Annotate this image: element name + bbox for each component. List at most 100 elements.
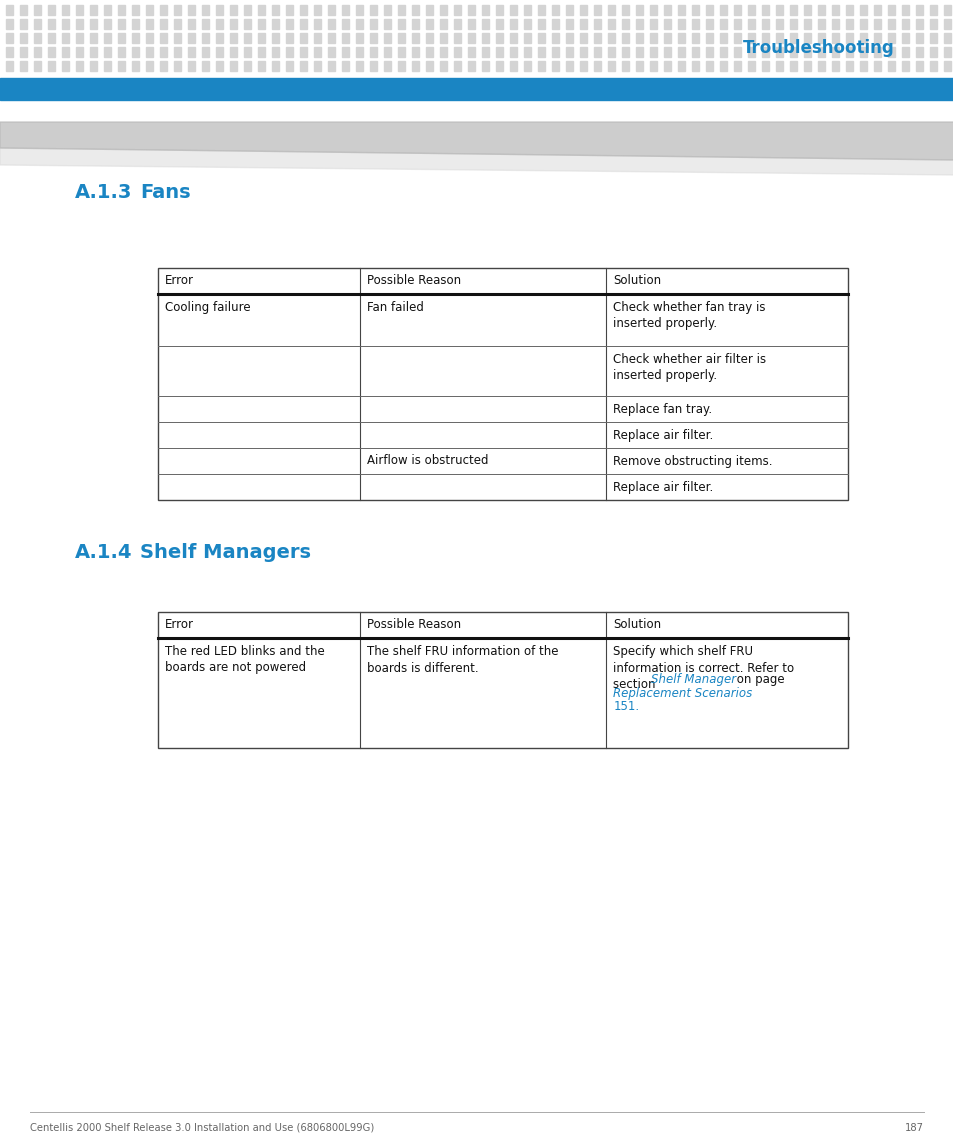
Bar	[845, 19, 852, 29]
Bar	[230, 47, 236, 57]
Bar	[62, 47, 69, 57]
Bar	[594, 61, 600, 71]
Bar	[341, 61, 349, 71]
Bar	[6, 33, 13, 44]
Bar	[370, 19, 376, 29]
Bar	[636, 19, 642, 29]
Bar	[873, 19, 880, 29]
Bar	[817, 5, 824, 15]
Bar	[90, 61, 97, 71]
Bar	[901, 47, 908, 57]
Bar	[34, 33, 41, 44]
Bar	[817, 47, 824, 57]
Text: Possible Reason: Possible Reason	[367, 618, 461, 632]
Bar	[803, 47, 810, 57]
Bar	[552, 5, 558, 15]
Bar	[118, 5, 125, 15]
Bar	[537, 61, 544, 71]
Bar	[384, 5, 391, 15]
Bar	[412, 61, 418, 71]
Bar	[439, 33, 447, 44]
Bar	[537, 5, 544, 15]
Bar	[481, 47, 489, 57]
Bar	[789, 33, 796, 44]
Text: A.1.3: A.1.3	[75, 183, 132, 203]
Bar	[48, 47, 55, 57]
Bar	[299, 61, 307, 71]
Bar	[397, 47, 405, 57]
Bar	[649, 33, 657, 44]
Bar	[733, 5, 740, 15]
Bar	[34, 47, 41, 57]
Bar	[328, 61, 335, 71]
Bar	[720, 5, 726, 15]
Bar	[565, 61, 573, 71]
Bar	[649, 61, 657, 71]
Bar	[817, 61, 824, 71]
Bar	[370, 5, 376, 15]
Bar	[215, 5, 223, 15]
Bar	[286, 19, 293, 29]
Bar	[76, 19, 83, 29]
Bar	[720, 19, 726, 29]
Bar	[552, 33, 558, 44]
Bar	[244, 5, 251, 15]
Bar	[691, 61, 699, 71]
Bar	[257, 61, 265, 71]
Text: Error: Error	[165, 618, 193, 632]
Bar	[426, 61, 433, 71]
Bar	[244, 33, 251, 44]
Bar	[328, 33, 335, 44]
Bar	[607, 5, 615, 15]
Bar	[299, 19, 307, 29]
Bar	[34, 5, 41, 15]
Bar	[76, 47, 83, 57]
Bar	[188, 5, 194, 15]
Bar	[691, 5, 699, 15]
Bar	[188, 33, 194, 44]
Bar	[887, 5, 894, 15]
Bar	[132, 61, 139, 71]
Bar	[160, 5, 167, 15]
Bar	[286, 47, 293, 57]
Bar	[761, 47, 768, 57]
Bar	[873, 33, 880, 44]
Bar	[733, 47, 740, 57]
Bar	[705, 47, 712, 57]
Bar	[817, 19, 824, 29]
Text: Solution: Solution	[613, 275, 661, 287]
Bar	[887, 33, 894, 44]
Bar	[873, 47, 880, 57]
Bar	[915, 33, 923, 44]
Bar	[160, 19, 167, 29]
Text: Cooling failure: Cooling failure	[165, 301, 251, 314]
Bar	[314, 5, 320, 15]
Bar	[691, 33, 699, 44]
Bar	[62, 5, 69, 15]
Bar	[370, 47, 376, 57]
Bar	[789, 47, 796, 57]
Bar	[202, 47, 209, 57]
Bar	[173, 33, 181, 44]
Bar	[915, 47, 923, 57]
Bar	[831, 61, 838, 71]
Text: on page: on page	[733, 673, 784, 686]
Bar	[678, 61, 684, 71]
Bar	[621, 47, 628, 57]
Text: Check whether air filter is
inserted properly.: Check whether air filter is inserted pro…	[613, 353, 766, 382]
Bar	[202, 33, 209, 44]
Bar	[104, 47, 111, 57]
Bar	[803, 33, 810, 44]
Bar	[426, 33, 433, 44]
Bar	[104, 33, 111, 44]
Bar	[299, 5, 307, 15]
Bar	[789, 19, 796, 29]
Bar	[118, 33, 125, 44]
Bar	[257, 47, 265, 57]
Bar	[397, 5, 405, 15]
Bar	[384, 33, 391, 44]
Bar	[412, 33, 418, 44]
Polygon shape	[0, 148, 953, 175]
Bar	[607, 61, 615, 71]
Bar	[901, 61, 908, 71]
